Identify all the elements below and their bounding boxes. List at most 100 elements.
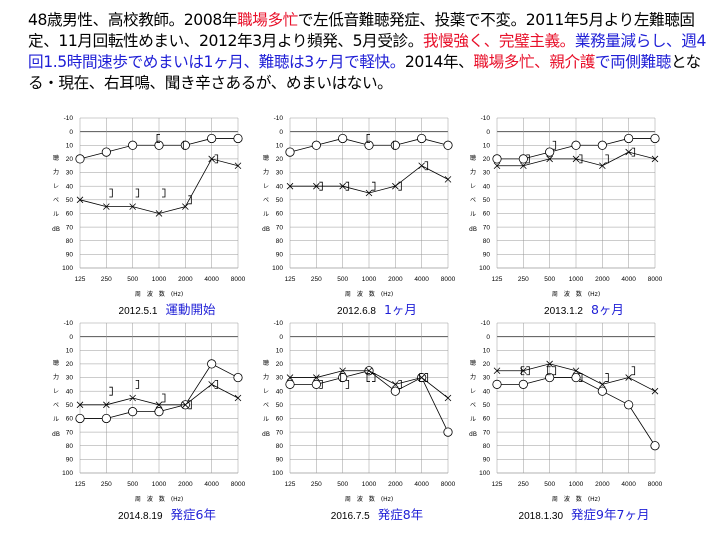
x-tick-label: 125 [75,276,86,283]
x-tick-label: 1000 [362,276,377,283]
data-point-cross [155,401,163,409]
data-point-circle [492,379,502,389]
data-point-circle [207,359,217,369]
y-axis-label-char: ル [53,211,59,218]
data-point-cross [365,189,373,197]
data-point-cross [234,394,242,402]
y-axis-label-char: 聴 [470,154,476,162]
header-segment-plain: 48歳男性、高校教師。2008年 [28,11,238,29]
y-axis-label-char: ル [263,416,269,423]
data-point-bracket-left [366,134,370,143]
y-tick-label: 90 [483,457,491,464]
y-axis-unit: dB [262,226,270,233]
y-tick-label: 40 [66,388,74,395]
y-tick-label: 90 [276,457,284,464]
y-axis-label-char: 力 [263,373,269,381]
panel-stage-label: 発症9年7ヶ月 [571,507,649,522]
grid [496,117,656,269]
y-tick-label: 0 [69,334,73,341]
data-point-circle [571,372,581,383]
y-tick-label: 30 [66,170,74,177]
data-point-bracket-right [214,154,219,164]
data-point-circle [154,407,164,417]
x-tick-label: 500 [544,481,555,488]
y-axis-label-char: ベ [470,402,476,409]
x-axis-label: 周 波 数 (Hz) [552,290,600,298]
data-point-bracket-right [526,366,530,376]
x-tick-label: 500 [544,276,555,283]
header-segment-blue: で両側難聴 [594,53,671,71]
y-tick-label: 20 [483,156,491,163]
y-tick-label: 30 [66,375,74,382]
data-point-bracket-right [345,379,350,389]
panel-caption: 2012.5.1 運動開始 [119,302,216,317]
x-tick-label: 2000 [388,276,403,283]
data-point-circle [75,413,85,424]
y-tick-label: 30 [276,170,284,177]
data-point-bracket-right [579,373,583,382]
panel-stage-label: 8ヶ月 [591,302,624,317]
y-tick-label: 20 [483,361,491,368]
data-point-cross [103,203,110,210]
y-tick-label: 90 [66,252,74,259]
y-tick-label: 50 [483,402,491,409]
data-point-cross [625,374,632,381]
data-point-circle [443,140,453,150]
y-tick-label: 70 [483,429,491,436]
y-axis-label-char: 聴 [470,359,476,367]
data-point-circle [128,407,138,417]
y-tick-label: 10 [483,347,491,354]
panel-caption: 2013.1.2 8ヶ月 [544,302,624,317]
x-tick-label: 125 [492,481,503,488]
y-tick-label: 20 [276,156,284,163]
y-axis-unit: dB [469,431,477,438]
data-point-cross [651,387,659,395]
y-tick-label: 80 [276,443,284,450]
panel-date: 2012.5.1 [119,306,158,317]
panel-date: 2013.1.2 [544,306,583,317]
data-point-bracket-right [162,188,166,198]
x-tick-label: 8000 [231,481,246,488]
data-point-bracket-right [319,379,323,389]
x-tick-label: 4000 [204,481,219,488]
data-point-cross [365,367,373,375]
data-point-bracket-right [345,181,350,191]
data-point-circle [624,133,634,144]
data-point-bracket-left [156,134,160,143]
x-tick-label: 8000 [648,276,663,283]
header-segment-red: 我慢強く、完璧主義。 [422,32,575,50]
y-tick-label: 60 [483,211,491,218]
panel-stage-label: 1ヶ月 [384,302,417,317]
x-tick-label: 125 [492,276,503,283]
y-tick-label: 20 [276,361,284,368]
y-tick-label: 10 [276,142,284,149]
data-point-cross [339,182,346,190]
data-point-circle [207,133,217,144]
data-point-circle [597,140,607,150]
data-point-cross [418,162,425,170]
data-point-cross [155,210,163,217]
y-tick-label: 80 [483,238,491,245]
y-axis-label-char: レ [470,388,476,395]
y-tick-label: 80 [276,238,284,245]
data-point-bracket-right [214,379,219,389]
header-segment-red: 職場多忙、親介護 [473,53,595,71]
header-segment-red: 職場多忙 [237,11,298,29]
data-point-circle [128,140,138,150]
header-segment-plain: となる・現在、右耳鳴、聞き辛さあるが、めまいはない。 [28,53,701,92]
y-tick-label: 30 [276,375,284,382]
y-tick-label: -10 [274,115,284,122]
x-tick-label: 1000 [569,481,584,488]
data-point-bracket-right [631,366,636,376]
data-point-bracket-right [552,140,557,150]
data-point-cross [599,381,606,388]
header-segment-blue: 業務量減らし、週4回1.5時間速歩でめまいは1ヶ月、難聴は3ヶ月で軽快。 [28,32,706,71]
data-point-cross [208,155,215,163]
y-tick-label: 90 [276,252,284,259]
y-tick-label: -10 [481,115,491,122]
data-point-circle [101,413,111,424]
y-tick-label: 10 [66,142,74,149]
y-tick-label: 10 [66,347,74,354]
x-tick-label: 4000 [414,276,429,283]
